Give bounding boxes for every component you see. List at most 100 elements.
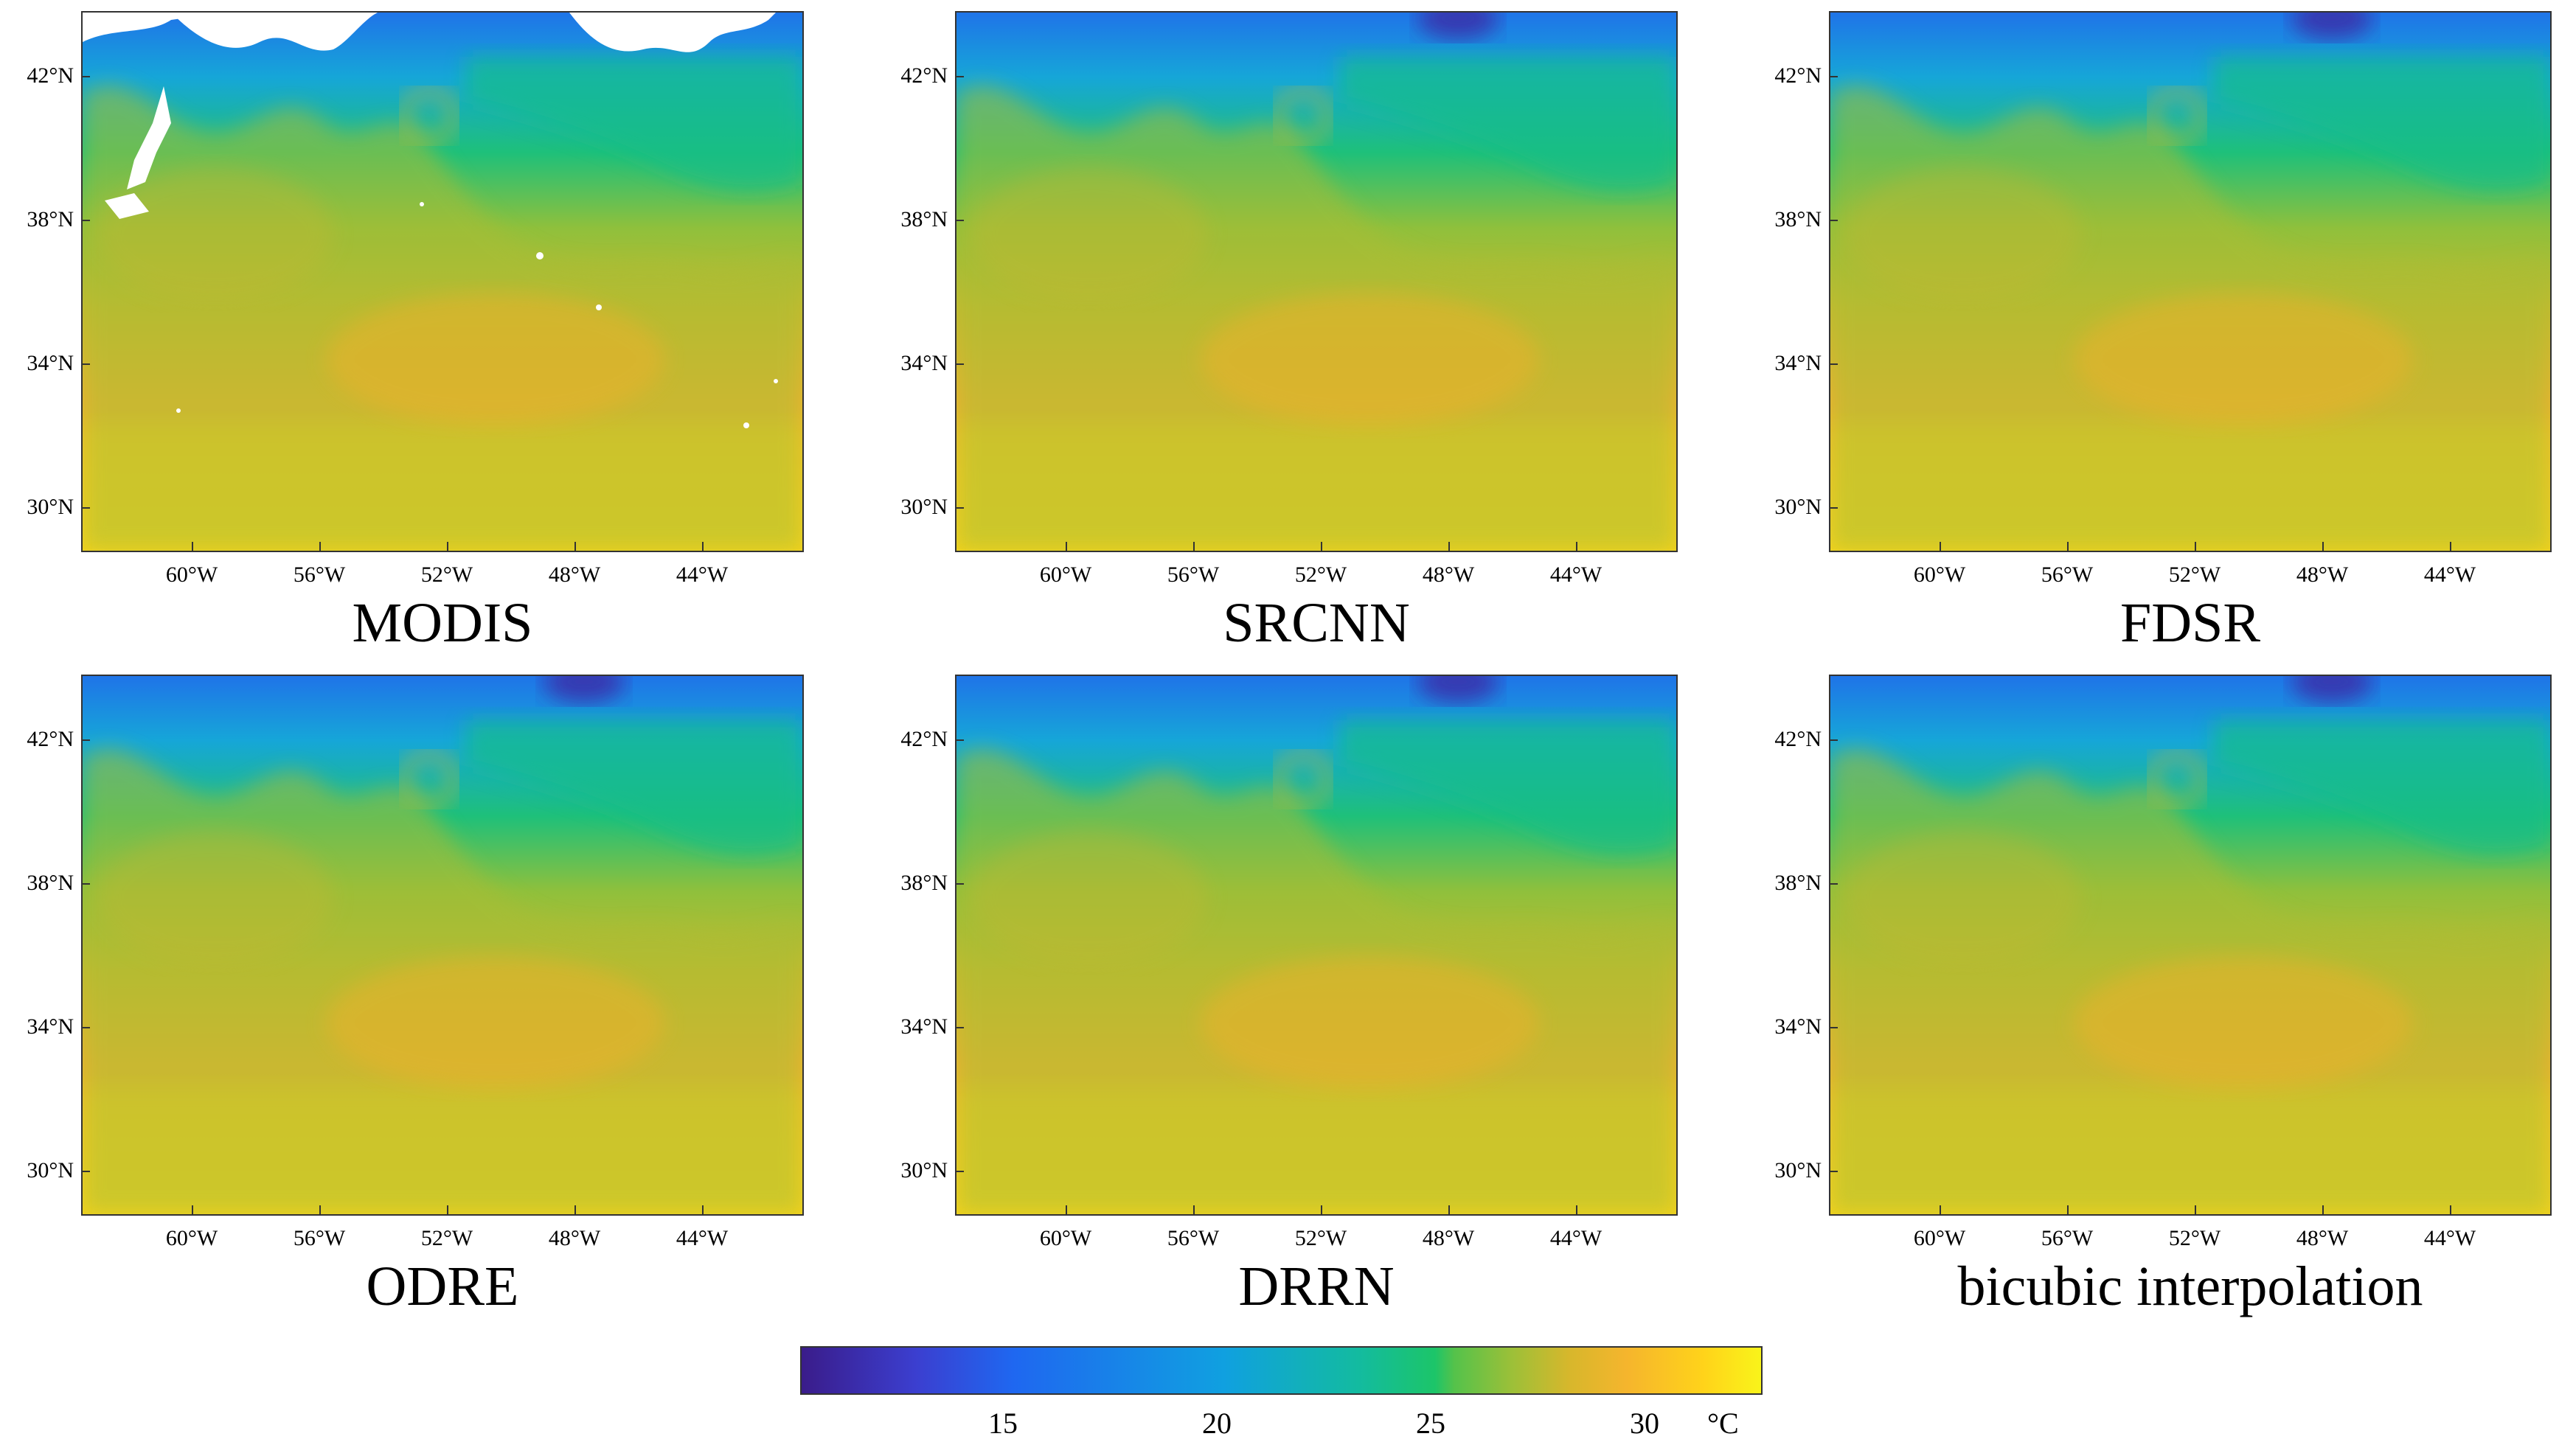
- lon-tick: [574, 542, 576, 552]
- lon-tick-label: 44°W: [2423, 562, 2476, 587]
- lat-tick: [1829, 220, 1838, 221]
- lon-tick-label: 52°W: [2168, 562, 2221, 587]
- lat-tick-label: 42°N: [900, 727, 948, 751]
- lon-tick-label: 48°W: [548, 1226, 601, 1250]
- panel-4: 42°N 38°N 34°N 30°N 60°W 56°W 52°W 48°W 44°W DRRN: [889, 675, 1700, 1316]
- lon-tick-label: 60°W: [1913, 562, 1966, 587]
- lat-tick-label: 42°N: [27, 63, 74, 88]
- lat-tick: [81, 363, 90, 365]
- lat-tick-label: 42°N: [900, 63, 948, 88]
- sst-map: [1829, 11, 2552, 552]
- sst-map: [955, 675, 1678, 1216]
- lon-tick-label: 60°W: [1913, 1226, 1966, 1250]
- lon-tick: [1448, 542, 1450, 552]
- lat-tick: [955, 363, 964, 365]
- panel-title: SRCNN: [1223, 592, 1410, 654]
- lat-tick-label: 30°N: [1774, 1158, 1822, 1182]
- lon-tick-label: 44°W: [1549, 562, 1603, 587]
- lon-tick: [1321, 542, 1322, 552]
- lon-tick-label: 56°W: [1167, 1226, 1220, 1250]
- lon-tick-label: 48°W: [2296, 1226, 2349, 1250]
- lon-tick: [1066, 542, 1067, 552]
- lat-tick: [1829, 76, 1838, 77]
- lat-tick-label: 34°N: [27, 351, 74, 375]
- lat-tick-label: 30°N: [27, 495, 74, 519]
- colorbar-tick-label: 20: [1202, 1407, 1232, 1440]
- colorbar-tick-label: 30: [1630, 1407, 1659, 1440]
- lat-tick: [955, 220, 964, 221]
- lon-tick: [2067, 542, 2069, 552]
- colorbar-tick-label: 25: [1416, 1407, 1445, 1440]
- panel-0: 42°N 38°N 34°N 30°N 60°W 56°W 52°W 48°W 44°W MODI…: [15, 11, 826, 652]
- lon-tick-label: 52°W: [1294, 1226, 1347, 1250]
- lon-tick-label: 44°W: [1549, 1226, 1603, 1250]
- lon-tick-label: 56°W: [2041, 562, 2094, 587]
- lat-tick-label: 34°N: [27, 1014, 74, 1039]
- lat-tick: [955, 76, 964, 77]
- lat-tick: [955, 883, 964, 885]
- sst-map: [81, 675, 804, 1216]
- lat-tick: [1829, 1171, 1838, 1172]
- lon-tick-label: 56°W: [293, 562, 346, 587]
- panel-title: DRRN: [1238, 1255, 1395, 1317]
- lon-tick: [702, 1205, 704, 1216]
- lon-tick-label: 44°W: [2423, 1226, 2476, 1250]
- sst-map: [1829, 675, 2552, 1216]
- panel-1: 42°N 38°N 34°N 30°N 60°W 56°W 52°W 48°W 44°W SRCN…: [889, 11, 1700, 652]
- lat-tick: [81, 739, 90, 741]
- lat-tick: [81, 883, 90, 885]
- lat-tick: [1829, 1027, 1838, 1028]
- lat-tick: [1829, 507, 1838, 509]
- lon-tick: [1940, 1205, 1941, 1216]
- panel-title: MODIS: [352, 592, 533, 654]
- lon-tick-label: 60°W: [165, 562, 218, 587]
- panel-3: 42°N 38°N 34°N 30°N 60°W 56°W 52°W 48°W 44°W ODRE: [15, 675, 826, 1316]
- lon-tick: [1193, 542, 1195, 552]
- lat-tick-label: 30°N: [27, 1158, 74, 1182]
- lon-tick-label: 56°W: [2041, 1226, 2094, 1250]
- panel-5: 42°N 38°N 34°N 30°N 60°W 56°W 52°W 48°W 44°W bicu…: [1763, 675, 2559, 1316]
- lat-tick-label: 34°N: [900, 351, 948, 375]
- colorbar: [800, 1346, 1763, 1395]
- lon-tick: [2067, 1205, 2069, 1216]
- lat-tick-label: 38°N: [1774, 871, 1822, 895]
- panel-title: ODRE: [366, 1255, 519, 1317]
- lat-tick-label: 34°N: [1774, 1014, 1822, 1039]
- lon-tick: [2195, 542, 2196, 552]
- lat-tick: [955, 1171, 964, 1172]
- lon-tick-label: 56°W: [293, 1226, 346, 1250]
- lat-tick: [81, 220, 90, 221]
- lon-tick: [702, 542, 704, 552]
- lon-tick-label: 44°W: [676, 562, 729, 587]
- lon-tick-label: 48°W: [1422, 1226, 1475, 1250]
- lat-tick-label: 42°N: [1774, 727, 1822, 751]
- lat-tick-label: 42°N: [27, 727, 74, 751]
- lat-tick-label: 38°N: [1774, 207, 1822, 231]
- lon-tick: [447, 542, 448, 552]
- lon-tick: [447, 1205, 448, 1216]
- panel-title: bicubic interpolation: [1957, 1255, 2423, 1317]
- lat-tick: [955, 739, 964, 741]
- lon-tick: [2450, 542, 2451, 552]
- lon-tick: [1193, 1205, 1195, 1216]
- lon-tick: [2450, 1205, 2451, 1216]
- lon-tick-label: 52°W: [2168, 1226, 2221, 1250]
- colorbar-tick-label: 15: [988, 1407, 1018, 1440]
- lat-tick-label: 38°N: [900, 207, 948, 231]
- lon-tick: [319, 1205, 321, 1216]
- lon-tick-label: 60°W: [1039, 562, 1092, 587]
- lon-tick-label: 52°W: [420, 1226, 473, 1250]
- lon-tick-label: 48°W: [2296, 562, 2349, 587]
- lat-tick-label: 30°N: [900, 495, 948, 519]
- panel-title: FDSR: [2119, 592, 2261, 654]
- lon-tick: [1448, 1205, 1450, 1216]
- lat-tick: [81, 1027, 90, 1028]
- lat-tick-label: 34°N: [900, 1014, 948, 1039]
- lat-tick: [955, 507, 964, 509]
- lat-tick-label: 38°N: [27, 871, 74, 895]
- lon-tick-label: 44°W: [676, 1226, 729, 1250]
- lat-tick: [955, 1027, 964, 1028]
- lat-tick-label: 30°N: [1774, 495, 1822, 519]
- lon-tick: [1066, 1205, 1067, 1216]
- lat-tick: [1829, 883, 1838, 885]
